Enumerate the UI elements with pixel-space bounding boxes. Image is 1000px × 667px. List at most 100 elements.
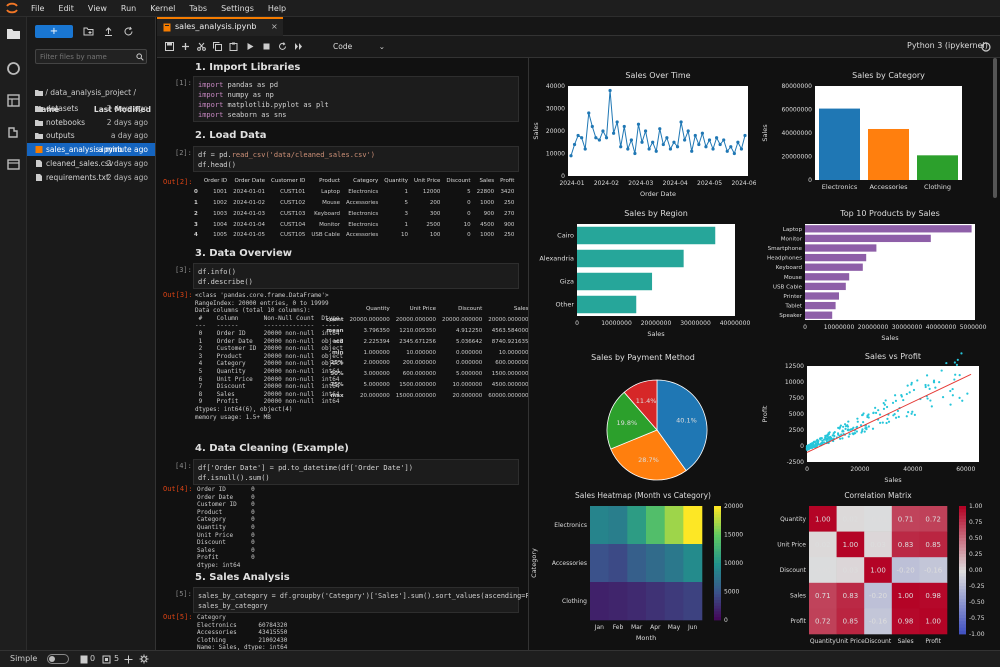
panel-divider[interactable] bbox=[528, 58, 529, 650]
table-cell: 3 bbox=[404, 210, 409, 217]
restart-run-all-icon[interactable] bbox=[294, 42, 303, 51]
pie-slice bbox=[610, 429, 687, 481]
code-cell-5[interactable]: sales_by_category = df.groupby('Category… bbox=[193, 587, 550, 613]
y-tick-label: Mouse bbox=[784, 275, 803, 281]
file-row[interactable]: requirements.txt 2 days ago bbox=[27, 171, 155, 184]
code-cell-4[interactable]: df['Order Date'] = pd.to_datetime(df['Or… bbox=[193, 459, 519, 485]
menu-file[interactable]: File bbox=[31, 3, 45, 13]
folder-icon[interactable] bbox=[6, 26, 21, 41]
data-point bbox=[828, 431, 831, 434]
menu-edit[interactable]: Edit bbox=[58, 3, 74, 13]
new-folder-icon[interactable] bbox=[83, 26, 94, 37]
file-row[interactable]: cleaned_sales.csv 2 days ago bbox=[27, 157, 155, 170]
extension-icon[interactable] bbox=[6, 125, 21, 140]
kernel-name[interactable]: Python 3 (ipykernel) bbox=[907, 41, 988, 50]
scrollbar[interactable] bbox=[993, 58, 997, 198]
cell-type-select[interactable]: Code ⌄ bbox=[330, 40, 388, 53]
file-row[interactable]: notebooks 2 days ago bbox=[27, 116, 155, 129]
data-point bbox=[651, 140, 655, 144]
commands-icon[interactable] bbox=[6, 93, 21, 108]
data-point bbox=[597, 138, 602, 142]
refresh-icon[interactable] bbox=[123, 26, 134, 37]
x-axis-label: Sales bbox=[881, 334, 899, 342]
cut-icon[interactable] bbox=[197, 42, 206, 51]
sales-over-time-chart: Sales Over Time 0 10000 20000 30000 40000 2024… bbox=[530, 68, 756, 203]
data-point bbox=[693, 133, 697, 138]
breadcrumb[interactable]: / data_analysis_project / bbox=[35, 88, 136, 97]
file-row[interactable]: outputs a day ago bbox=[27, 129, 155, 142]
table-cell: 0.000000 bbox=[456, 349, 483, 356]
menu-view[interactable]: View bbox=[87, 3, 107, 13]
data-point bbox=[894, 416, 898, 419]
file-filter-field[interactable] bbox=[35, 49, 147, 64]
data-point bbox=[911, 410, 914, 413]
data-point bbox=[812, 445, 815, 449]
new-launcher-button[interactable]: + bbox=[35, 25, 73, 38]
running-icon[interactable] bbox=[6, 61, 21, 76]
simple-mode-toggle[interactable] bbox=[47, 654, 69, 664]
cell-value: 0.85 bbox=[925, 541, 941, 549]
data-point bbox=[862, 412, 865, 415]
cell-value: 0.02 bbox=[815, 541, 831, 549]
kernel-count[interactable]: 5 bbox=[114, 654, 120, 663]
tabs-icon[interactable] bbox=[6, 157, 21, 172]
colorbar-tick-label: 15000 bbox=[724, 532, 743, 539]
table-row: 0 1001 2024-01-01 CUST101 Laptop Electronics 1… bbox=[191, 187, 517, 198]
data-point bbox=[813, 440, 817, 443]
data-point bbox=[907, 411, 910, 414]
code-cell-1[interactable]: import pandas as pd import numpy as np i… bbox=[193, 76, 519, 122]
upload-icon[interactable] bbox=[103, 26, 114, 37]
code-cell-3[interactable]: df.info() df.describe() bbox=[193, 263, 519, 289]
file-row[interactable]: sales_analysis.ipynb a minute ago bbox=[27, 143, 155, 157]
heatmap-cell bbox=[891, 608, 920, 635]
terminal-count[interactable]: 0 bbox=[90, 654, 96, 663]
file-row[interactable]: datasets 2 days ago bbox=[27, 102, 155, 115]
stop-icon[interactable] bbox=[262, 42, 271, 51]
run-icon[interactable] bbox=[246, 42, 255, 51]
y-tick-label: Discount bbox=[780, 567, 807, 574]
menu-help[interactable]: Help bbox=[267, 3, 287, 13]
x-tick-label: Profit bbox=[925, 638, 941, 645]
menu-tabs[interactable]: Tabs bbox=[189, 3, 208, 13]
restart-icon[interactable] bbox=[278, 42, 287, 51]
data-point bbox=[856, 420, 859, 423]
data-point bbox=[902, 398, 905, 402]
table-cell: Accessories bbox=[346, 232, 379, 239]
column-name-header[interactable]: Name bbox=[35, 105, 60, 114]
x-tick-label: 20000000 bbox=[858, 324, 889, 331]
table-cell: 20000.000000 bbox=[488, 317, 529, 324]
table-header-cell bbox=[191, 176, 201, 187]
colorbar-segment bbox=[714, 506, 721, 510]
data-point bbox=[856, 417, 859, 420]
colorbar-tick-label: 1.00 bbox=[969, 503, 983, 510]
column-modified-header[interactable]: Last Modified bbox=[93, 105, 151, 114]
table-header-cell: Order Date bbox=[234, 178, 266, 185]
cell-value: 0.03 bbox=[870, 541, 886, 549]
paste-icon[interactable] bbox=[229, 42, 238, 51]
data-point bbox=[827, 433, 830, 436]
close-icon[interactable]: × bbox=[271, 22, 278, 31]
file-filter-input[interactable] bbox=[36, 50, 132, 63]
add-cell-icon[interactable] bbox=[181, 42, 190, 51]
colorbar-segment bbox=[959, 538, 966, 542]
activity-bar bbox=[0, 17, 27, 650]
save-icon[interactable] bbox=[165, 42, 174, 51]
data-point bbox=[572, 142, 577, 147]
data-point bbox=[928, 387, 931, 390]
menu-kernel[interactable]: Kernel bbox=[150, 3, 176, 13]
gear-icon[interactable] bbox=[139, 654, 149, 664]
tab-notebook[interactable]: sales_analysis.ipynb × bbox=[157, 17, 283, 36]
table-cell: 10.000000 bbox=[452, 381, 483, 388]
menu-run[interactable]: Run bbox=[120, 3, 137, 13]
code-cell-2[interactable]: df = pd.read_csv('data/cleaned_sales.csv… bbox=[193, 146, 519, 172]
y-tick-label: Printer bbox=[783, 294, 802, 300]
menu-settings[interactable]: Settings bbox=[221, 3, 254, 13]
cell-value: -0.20 bbox=[897, 567, 915, 575]
notebook-icon bbox=[163, 23, 171, 32]
heatmap-cell bbox=[608, 544, 628, 583]
cell-value: 0.83 bbox=[898, 541, 914, 549]
data-point bbox=[852, 426, 855, 429]
copy-icon[interactable] bbox=[213, 42, 222, 51]
colorbar-tick-label: -0.50 bbox=[969, 599, 985, 606]
breadcrumb-path[interactable]: / data_analysis_project / bbox=[45, 88, 137, 97]
